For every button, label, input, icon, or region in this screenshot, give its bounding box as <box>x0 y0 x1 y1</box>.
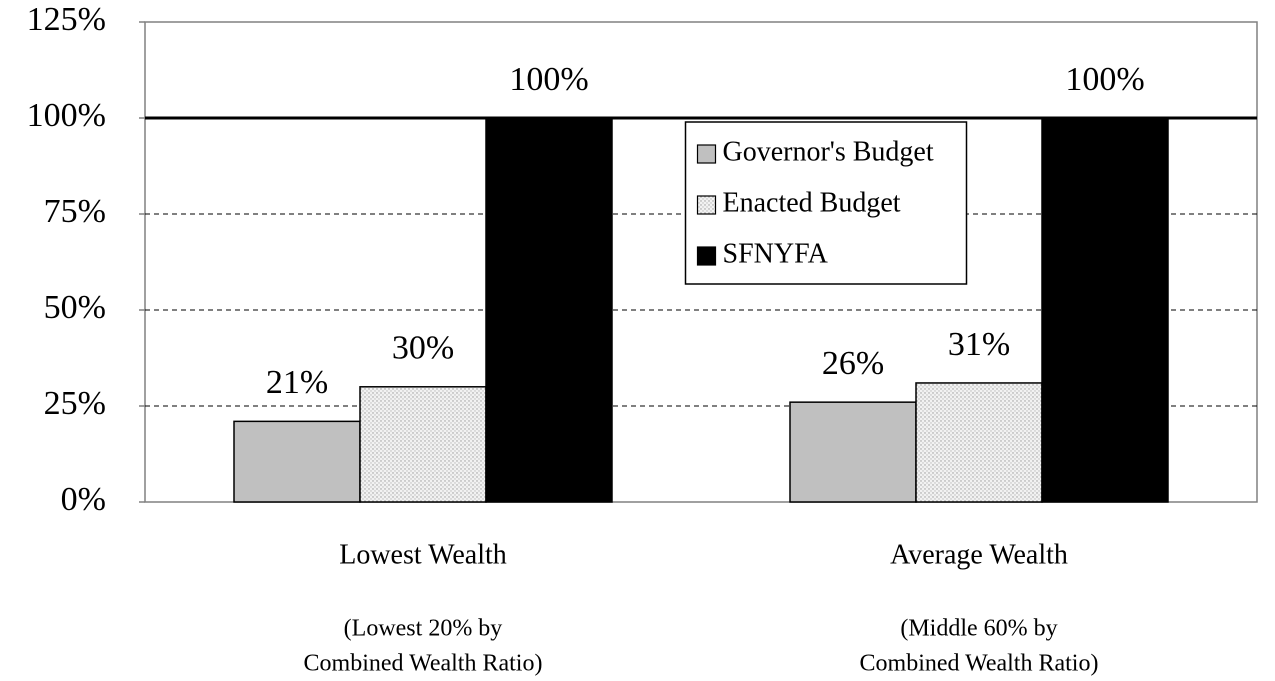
legend-label: SFNYFA <box>723 238 829 269</box>
data-label: 21% <box>266 364 328 401</box>
y-tick-label: 0% <box>61 481 106 518</box>
legend-box <box>684 121 968 285</box>
category-note: (Lowest 20% by <box>344 616 503 642</box>
legend-swatch <box>696 195 717 215</box>
data-label: 100% <box>509 61 588 98</box>
y-tick-label: 75% <box>44 193 106 230</box>
bar <box>233 420 361 503</box>
x-tick-label: Average Wealth <box>890 539 1068 570</box>
bar <box>789 401 917 503</box>
legend: Governor's Budget Enacted Budget SFNYFA <box>684 121 968 285</box>
x-tick-label: Lowest Wealth <box>339 539 507 570</box>
bar <box>915 382 1043 503</box>
category-note: (Middle 60% by <box>900 616 1057 642</box>
y-tick-label: 125% <box>27 1 106 38</box>
category-note: Combined Wealth Ratio) <box>304 651 543 677</box>
bar <box>1041 117 1169 503</box>
data-label: 30% <box>392 330 454 367</box>
y-tick-label: 100% <box>27 97 106 134</box>
legend-label: Enacted Budget <box>723 187 901 218</box>
data-label: 31% <box>948 326 1010 363</box>
y-tick-label: 25% <box>44 385 106 422</box>
data-label: 26% <box>822 345 884 382</box>
y-tick-label: 50% <box>44 289 106 326</box>
category-note: Combined Wealth Ratio) <box>860 651 1099 677</box>
legend-swatch <box>696 246 717 266</box>
legend-label: Governor's Budget <box>723 136 934 167</box>
data-label: 100% <box>1065 61 1144 98</box>
legend-swatch <box>696 144 717 164</box>
bar <box>359 386 487 503</box>
bar <box>485 117 613 503</box>
